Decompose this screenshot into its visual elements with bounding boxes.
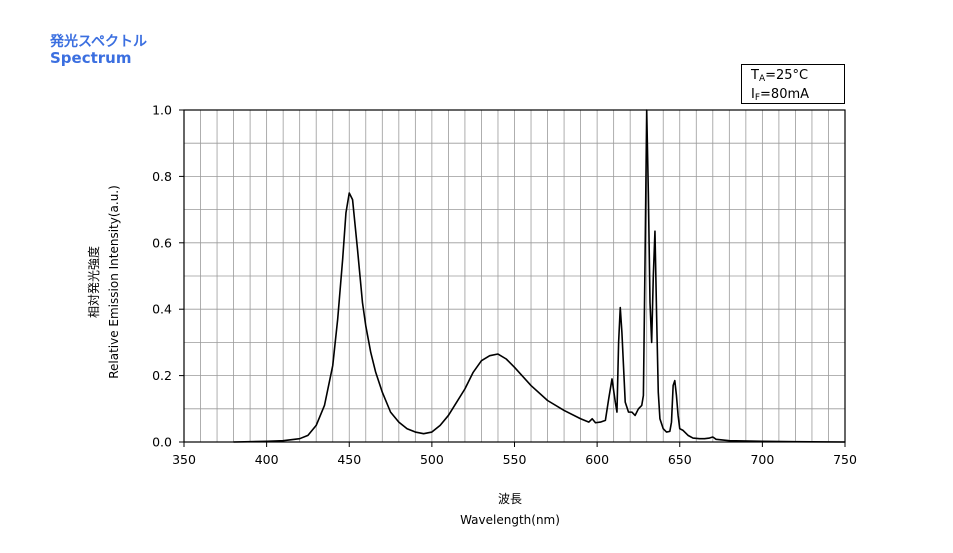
conditions-box: TA=25°C IF=80mA [741, 64, 845, 104]
x-axis-label-jp: 波長 [498, 492, 522, 506]
chart-title-en: Spectrum [50, 49, 132, 67]
y-axis-label-jp: 相対発光強度 [86, 246, 101, 318]
y-axis: 0.0 0.2 0.4 0.6 0.8 1.0 [152, 103, 184, 450]
x-tick-label: 750 [833, 452, 857, 467]
x-tick-label: 600 [585, 452, 609, 467]
x-axis: 350 400 450 500 550 600 650 700 750 [172, 442, 857, 467]
spectrum-series-line [233, 109, 846, 443]
y-tick-label: 0.2 [152, 368, 172, 383]
x-tick-label: 450 [337, 452, 361, 467]
y-tick-label: 1.0 [152, 103, 172, 118]
y-tick-label: 0.0 [152, 435, 172, 450]
y-tick-label: 0.4 [152, 302, 172, 317]
ambient-temperature-condition: TA=25°C [751, 68, 809, 84]
y-tick-label: 0.8 [152, 169, 172, 184]
x-tick-label: 500 [420, 452, 444, 467]
y-tick-label: 0.6 [152, 235, 172, 250]
x-tick-label: 650 [668, 452, 692, 467]
x-tick-label: 700 [750, 452, 774, 467]
y-axis-label: Relative Emission Intensity(a.u.) [107, 185, 121, 379]
chart-title-jp: 発光スペクトル [50, 34, 148, 50]
forward-current-condition: IF=80mA [751, 87, 810, 103]
x-axis-label: Wavelength(nm) [460, 513, 560, 527]
x-tick-label: 400 [255, 452, 279, 467]
grid-lines [184, 110, 845, 442]
x-tick-label: 350 [172, 452, 196, 467]
x-tick-label: 550 [503, 452, 527, 467]
